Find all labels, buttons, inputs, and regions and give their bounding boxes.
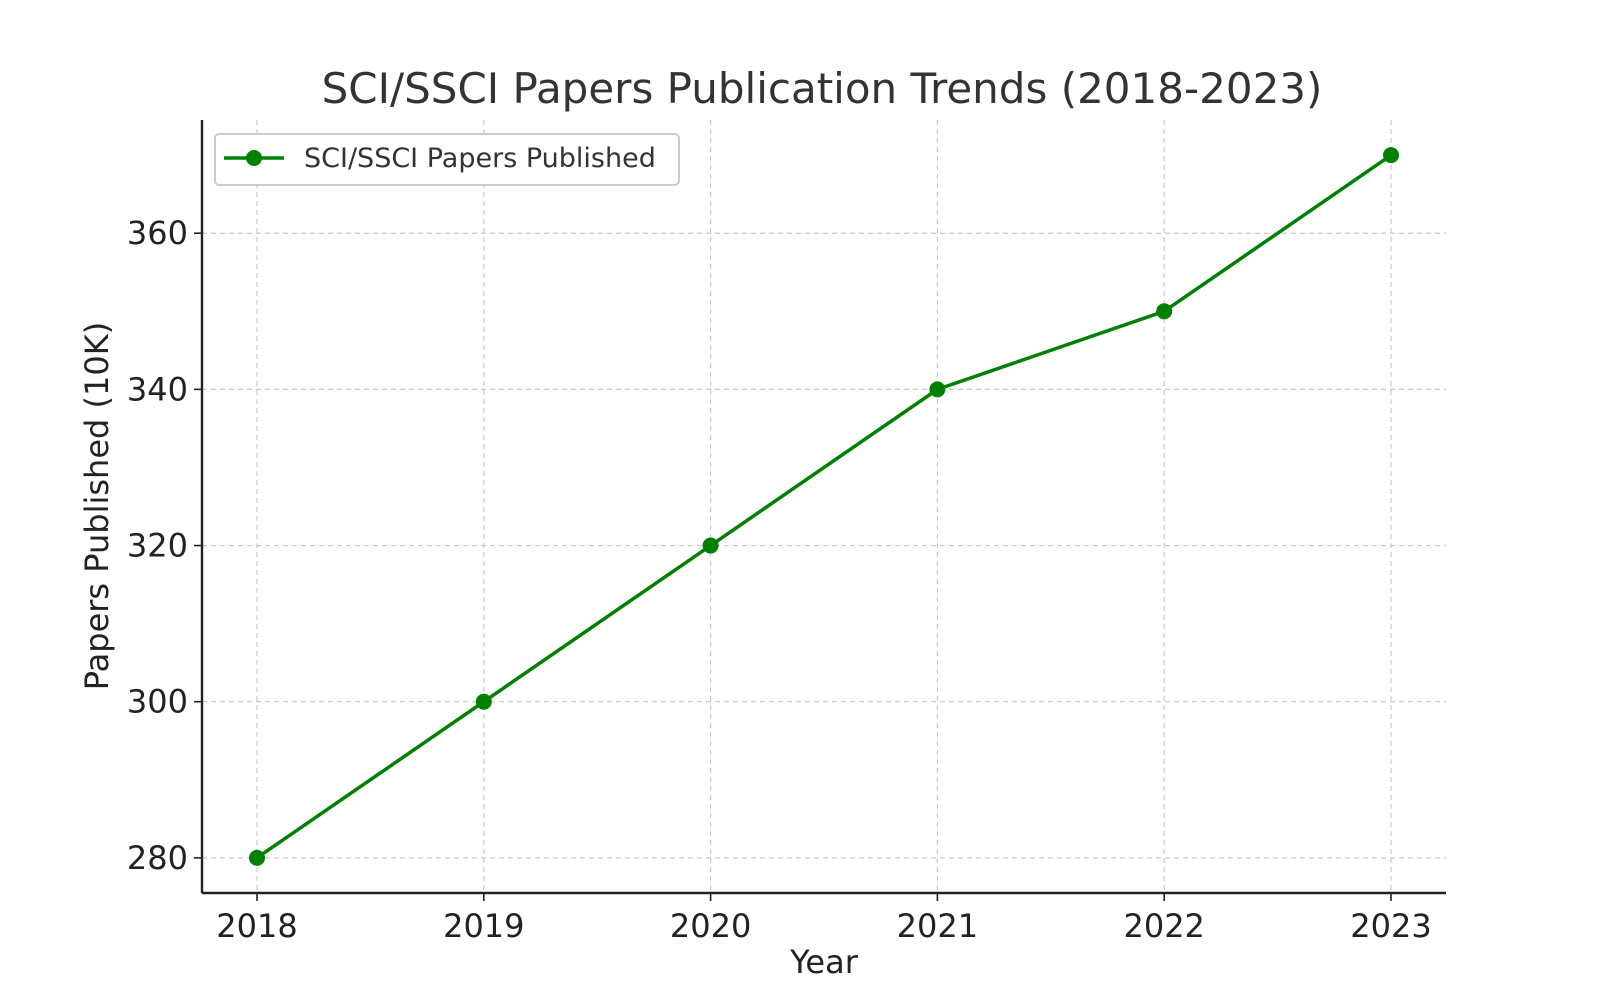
series-line bbox=[256, 153, 1392, 860]
legend-marker-swatch bbox=[246, 150, 262, 166]
data-point[interactable] bbox=[1156, 303, 1173, 320]
y-tick-label: 360 bbox=[127, 214, 188, 252]
series-layer bbox=[249, 147, 1399, 866]
legend-label: SCI/SSCI Papers Published bbox=[304, 143, 656, 174]
y-tick-label: 300 bbox=[127, 683, 188, 721]
y-tick-label: 320 bbox=[127, 527, 188, 565]
x-tick-label: 2023 bbox=[1350, 907, 1431, 945]
x-axis-label: Year bbox=[789, 943, 859, 981]
x-tick-label: 2018 bbox=[216, 907, 297, 945]
legend[interactable]: SCI/SSCI Papers Published bbox=[214, 133, 680, 186]
data-point[interactable] bbox=[1383, 147, 1399, 164]
data-point[interactable] bbox=[475, 693, 492, 710]
chart-title: SCI/SSCI Papers Publication Trends (2018… bbox=[322, 64, 1323, 113]
data-point[interactable] bbox=[702, 537, 719, 554]
data-point[interactable] bbox=[929, 381, 946, 398]
ticks-layer: 2018 2019 2020 2021 2022 2023 280 300 320 340 360 bbox=[127, 214, 1432, 945]
y-tick-label: 340 bbox=[127, 370, 188, 408]
x-tick-label: 2020 bbox=[670, 907, 751, 945]
grid-layer bbox=[202, 120, 1446, 893]
x-tick-label: 2022 bbox=[1123, 907, 1204, 945]
axes-layer bbox=[200, 120, 1446, 895]
y-axis-label: Papers Published (10K) bbox=[78, 322, 116, 690]
y-tick-label: 280 bbox=[127, 839, 188, 877]
x-tick-label: 2021 bbox=[897, 907, 978, 945]
legend-frame bbox=[214, 133, 680, 186]
data-point[interactable] bbox=[249, 849, 265, 866]
x-tick-label: 2019 bbox=[443, 907, 524, 945]
